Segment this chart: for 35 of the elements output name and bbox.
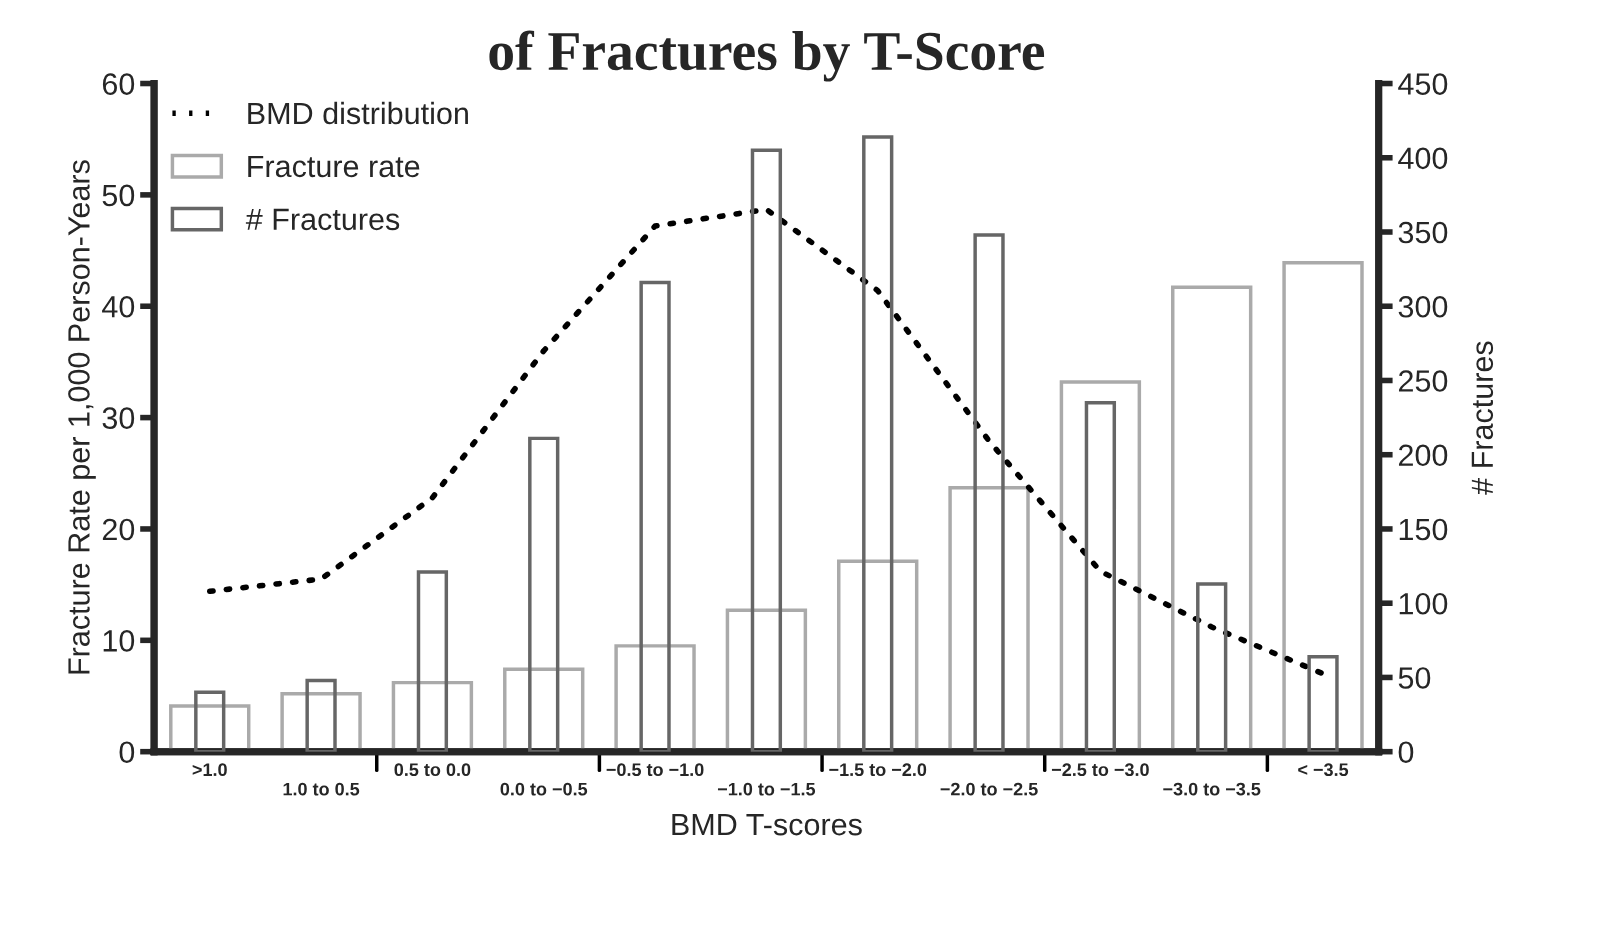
y-tick-label: 10 — [103, 630, 135, 652]
y-tick-label: 30 — [102, 407, 135, 429]
x-tick-label: −1.0 to −1.5 — [717, 782, 816, 796]
y2-tick-label: 450 — [1398, 73, 1448, 95]
x-tick-label: −3.0 to −3.5 — [1163, 782, 1261, 796]
y-axis-title: Fracture Rate per 1,000 Person-Years — [68, 160, 96, 674]
x-tick-label: −2.5 to −3.0 — [1051, 763, 1149, 777]
x-axis-title: BMD T-scores — [672, 814, 862, 836]
y-tick-label: 60 — [102, 73, 135, 95]
y2-tick-label: 150 — [1399, 518, 1448, 541]
y-tick-label: 50 — [102, 184, 135, 207]
x-tick-label: −1.5 to −2.0 — [829, 763, 927, 777]
x-tick-label: 0.5 to 0.0 — [394, 763, 471, 777]
y2-tick-label: 400 — [1398, 147, 1448, 170]
x-tick-label: −2.0 to −2.5 — [940, 782, 1038, 796]
chart-title: of Fractures by T-Score — [489, 30, 1045, 82]
y2-tick-label: 50 — [1398, 667, 1431, 689]
y2-axis-title: # Fractures — [1471, 341, 1494, 495]
y2-tick-label: 300 — [1398, 295, 1448, 318]
y-tick-label: 0 — [119, 741, 135, 764]
y2-tick-label: 350 — [1398, 221, 1448, 244]
x-tick-label: < −3.5 — [1298, 763, 1349, 777]
x-tick-label: 0.0 to −0.5 — [500, 782, 588, 796]
y-tick-label: 40 — [102, 295, 135, 318]
y2-tick-label: 100 — [1399, 592, 1448, 615]
y2-tick-label: 250 — [1398, 370, 1448, 392]
legend-label: Fracture rate — [248, 155, 420, 178]
x-tick-label: >1.0 — [192, 763, 227, 777]
y2-tick-label: 200 — [1398, 444, 1448, 467]
legend-label: BMD distribution — [248, 101, 468, 125]
x-tick-label: 1.0 to 0.5 — [283, 782, 360, 796]
y-tick-label: 20 — [102, 518, 135, 541]
y2-tick-label: 0 — [1398, 741, 1414, 764]
x-tick-label: −0.5 to −1.0 — [606, 763, 704, 777]
legend-label: # Fractures — [245, 208, 400, 231]
